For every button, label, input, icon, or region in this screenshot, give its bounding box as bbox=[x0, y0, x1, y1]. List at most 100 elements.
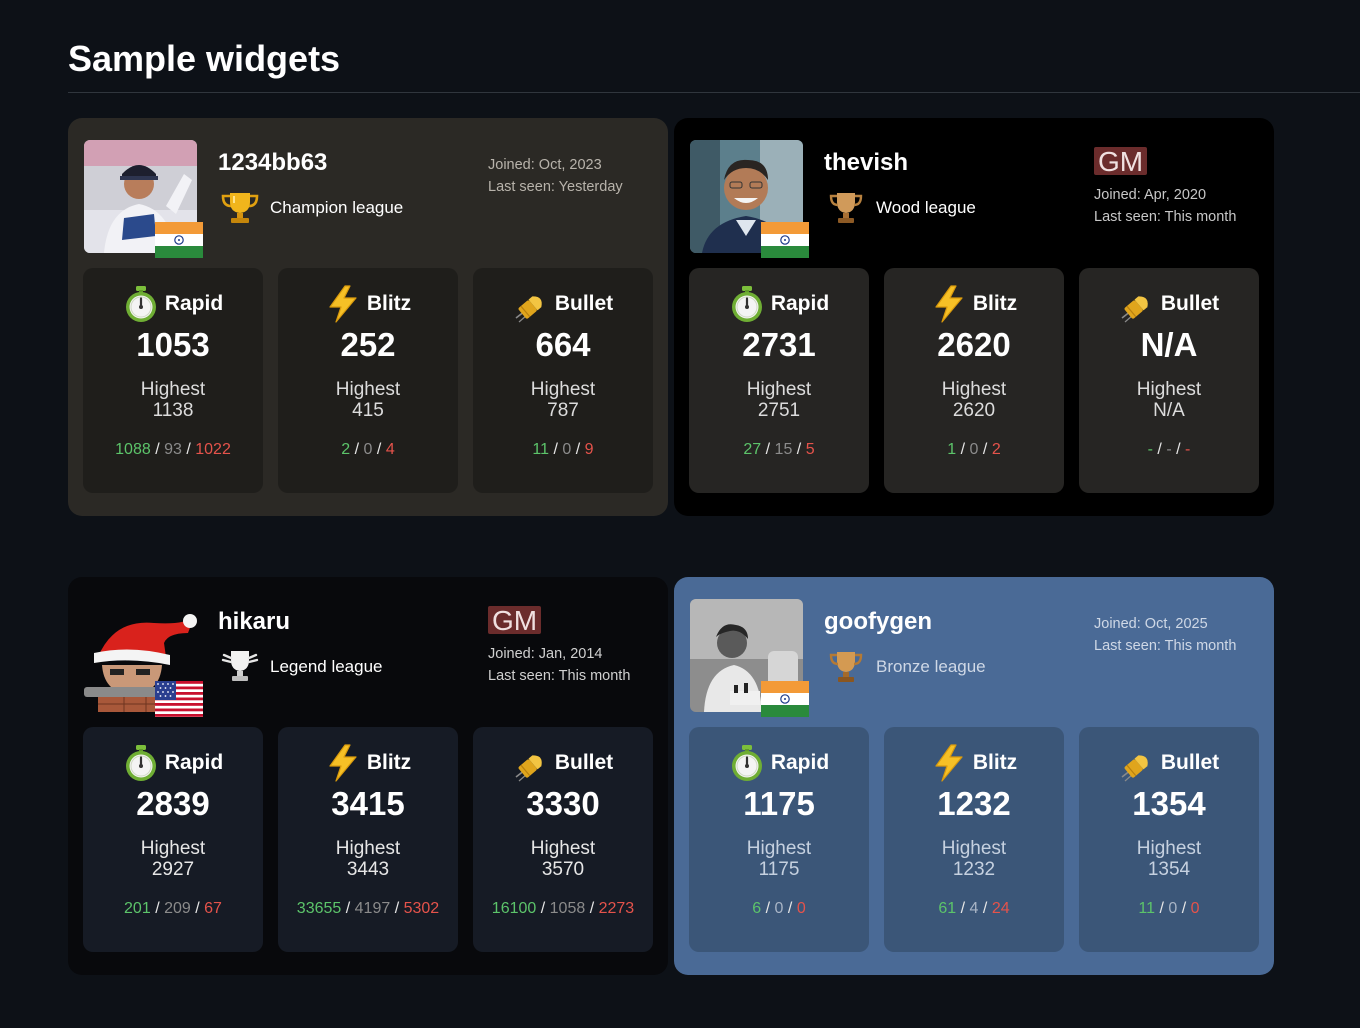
title-badge: GM bbox=[1094, 147, 1148, 177]
losses: 24 bbox=[991, 900, 1010, 917]
league-name: Legend league bbox=[270, 657, 383, 676]
highest-label: Highest bbox=[746, 379, 812, 400]
stopwatch-icon bbox=[123, 285, 159, 323]
username[interactable]: 1234bb63 bbox=[218, 149, 328, 176]
draws: 0 bbox=[363, 441, 373, 458]
win-draw-loss: 2 / 0 / 4 bbox=[341, 441, 395, 458]
lightning-icon bbox=[931, 285, 967, 323]
highest-rating: 1138 bbox=[152, 400, 194, 421]
losses: 2273 bbox=[598, 900, 635, 917]
highest-label: Highest bbox=[941, 379, 1007, 400]
wins: - bbox=[1147, 441, 1153, 458]
draws: 209 bbox=[164, 900, 191, 917]
avatar[interactable] bbox=[690, 140, 803, 253]
draws: 93 bbox=[164, 441, 182, 458]
losses: 0 bbox=[796, 900, 806, 917]
losses: 1022 bbox=[195, 441, 231, 458]
highest-label: Highest bbox=[140, 838, 206, 859]
stat-name: Blitz bbox=[972, 751, 1018, 774]
stat-name: Rapid bbox=[770, 292, 830, 315]
last-seen: Last seen: Yesterday bbox=[488, 179, 623, 195]
highest-rating: 415 bbox=[352, 400, 384, 421]
highest-rating: N/A bbox=[1153, 400, 1185, 421]
stat-card-rapid: Rapid 2839 Highest 2927 201 / 209 / 67 bbox=[83, 727, 263, 952]
highest-label: Highest bbox=[140, 379, 206, 400]
wins: 6 bbox=[752, 900, 762, 917]
trophy-icon bbox=[220, 190, 260, 224]
draws: 15 bbox=[774, 441, 793, 458]
stat-card-blitz: Blitz 2620 Highest 2620 1 / 0 / 2 bbox=[884, 268, 1064, 493]
highest-label: Highest bbox=[1136, 838, 1202, 859]
losses: 2 bbox=[991, 441, 1001, 458]
league-name: Wood league bbox=[876, 198, 976, 217]
trophy-icon bbox=[826, 190, 866, 224]
bullet-icon bbox=[1119, 285, 1155, 323]
wins: 11 bbox=[532, 441, 550, 458]
losses: - bbox=[1185, 441, 1191, 458]
win-draw-loss: 6 / 0 / 0 bbox=[752, 900, 806, 917]
stat-card-bullet: Bullet N/A Highest N/A - / - / - bbox=[1079, 268, 1259, 493]
wins: 27 bbox=[743, 441, 762, 458]
win-draw-loss: 201 / 209 / 67 bbox=[124, 900, 222, 917]
highest-rating: 3443 bbox=[346, 859, 390, 880]
stat-card-rapid: Rapid 2731 Highest 2751 27 / 15 / 5 bbox=[689, 268, 869, 493]
highest-rating: 3570 bbox=[541, 859, 585, 880]
wins: 201 bbox=[124, 900, 151, 917]
win-draw-loss: 11 / 0 / 0 bbox=[1138, 900, 1200, 917]
win-draw-loss: 61 / 4 / 24 bbox=[938, 900, 1010, 917]
losses: 67 bbox=[204, 900, 222, 917]
flag-india-icon bbox=[761, 222, 809, 258]
avatar-image bbox=[690, 599, 803, 712]
rating: 252 bbox=[340, 326, 396, 363]
rating: 664 bbox=[535, 326, 591, 363]
stat-name: Bullet bbox=[1160, 292, 1220, 315]
wins: 16100 bbox=[491, 900, 537, 917]
stat-card-bullet: Bullet 1354 Highest 1354 11 / 0 / 0 bbox=[1079, 727, 1259, 952]
win-draw-loss: 27 / 15 / 5 bbox=[743, 441, 815, 458]
username[interactable]: thevish bbox=[824, 149, 909, 176]
losses: 9 bbox=[584, 441, 594, 458]
stat-name: Blitz bbox=[366, 751, 412, 774]
highest-label: Highest bbox=[530, 379, 596, 400]
rating: 3330 bbox=[526, 785, 600, 822]
league-name: Champion league bbox=[270, 198, 404, 217]
username[interactable]: goofygen bbox=[824, 608, 932, 635]
stat-name: Bullet bbox=[1160, 751, 1220, 774]
avatar[interactable] bbox=[84, 140, 197, 253]
highest-rating: 1175 bbox=[758, 859, 800, 880]
wins: 61 bbox=[938, 900, 957, 917]
trophy-icon bbox=[220, 649, 260, 683]
profile-meta: Joined: Oct, 2025 Last seen: This month bbox=[1094, 613, 1236, 657]
win-draw-loss: 33655 / 4197 / 5302 bbox=[296, 900, 440, 917]
lightning-icon bbox=[931, 744, 967, 782]
draws: 1058 bbox=[549, 900, 586, 917]
wins: 33655 bbox=[296, 900, 342, 917]
username[interactable]: hikaru bbox=[218, 608, 291, 635]
losses: 5 bbox=[805, 441, 815, 458]
highest-label: Highest bbox=[941, 838, 1007, 859]
joined-date: Joined: Oct, 2025 bbox=[1094, 616, 1208, 632]
draws: - bbox=[1166, 441, 1172, 458]
draws: 0 bbox=[774, 900, 784, 917]
avatar[interactable] bbox=[690, 599, 803, 712]
stat-card-rapid: Rapid 1175 Highest 1175 6 / 0 / 0 bbox=[689, 727, 869, 952]
last-seen: Last seen: This month bbox=[1094, 209, 1237, 225]
stat-name: Bullet bbox=[554, 292, 614, 315]
stat-name: Blitz bbox=[972, 292, 1018, 315]
highest-label: Highest bbox=[335, 838, 401, 859]
profile-widget-thevish: thevish Wood league GM Joined: Apr, 2020… bbox=[674, 118, 1274, 516]
bullet-icon bbox=[513, 285, 549, 323]
bullet-icon bbox=[1119, 744, 1155, 782]
highest-rating: 2751 bbox=[757, 400, 801, 421]
flag-usa-icon bbox=[155, 681, 203, 717]
stat-card-bullet: Bullet 3330 Highest 3570 16100 / 1058 / … bbox=[473, 727, 653, 952]
win-draw-loss: 1088 / 93 / 1022 bbox=[115, 441, 231, 458]
avatar[interactable] bbox=[84, 599, 197, 712]
stat-name: Blitz bbox=[366, 292, 412, 315]
bullet-icon bbox=[513, 744, 549, 782]
highest-label: Highest bbox=[335, 379, 401, 400]
profile-meta: Joined: Apr, 2020 Last seen: This month bbox=[1094, 184, 1236, 228]
stat-card-blitz: Blitz 252 Highest 415 2 / 0 / 4 bbox=[278, 268, 458, 493]
highest-rating: 1354 bbox=[1147, 859, 1191, 880]
highest-rating: 2927 bbox=[151, 859, 195, 880]
